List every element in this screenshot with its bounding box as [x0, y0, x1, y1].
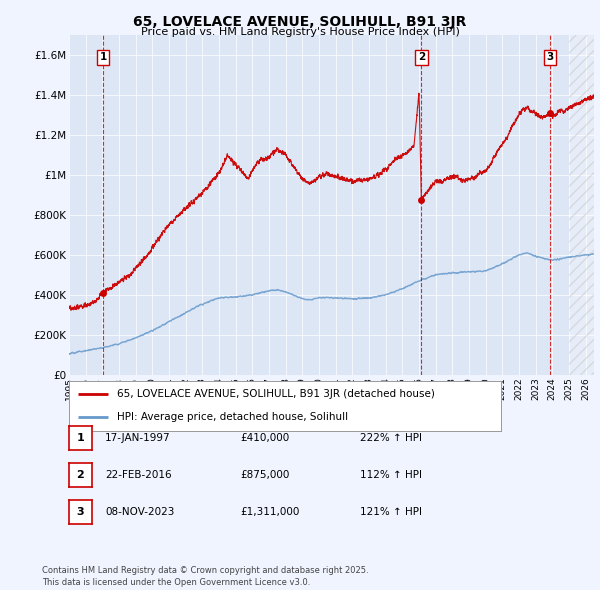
Text: HPI: Average price, detached house, Solihull: HPI: Average price, detached house, Soli…	[116, 412, 347, 422]
Text: 08-NOV-2023: 08-NOV-2023	[105, 507, 175, 517]
Text: £410,000: £410,000	[240, 433, 289, 442]
Text: 222% ↑ HPI: 222% ↑ HPI	[360, 433, 422, 442]
Text: 17-JAN-1997: 17-JAN-1997	[105, 433, 170, 442]
Text: £1,311,000: £1,311,000	[240, 507, 299, 517]
Text: 1: 1	[77, 433, 84, 442]
Text: 3: 3	[546, 53, 553, 63]
Text: Price paid vs. HM Land Registry's House Price Index (HPI): Price paid vs. HM Land Registry's House …	[140, 27, 460, 37]
Text: £875,000: £875,000	[240, 470, 289, 480]
Text: 22-FEB-2016: 22-FEB-2016	[105, 470, 172, 480]
Text: 1: 1	[100, 53, 107, 63]
Text: 65, LOVELACE AVENUE, SOLIHULL, B91 3JR: 65, LOVELACE AVENUE, SOLIHULL, B91 3JR	[133, 15, 467, 29]
Bar	[569, 35, 594, 375]
Text: 3: 3	[77, 507, 84, 517]
Text: 2: 2	[77, 470, 84, 480]
Text: Contains HM Land Registry data © Crown copyright and database right 2025.
This d: Contains HM Land Registry data © Crown c…	[42, 566, 368, 587]
Text: 2: 2	[418, 53, 425, 63]
Text: 112% ↑ HPI: 112% ↑ HPI	[360, 470, 422, 480]
Text: 65, LOVELACE AVENUE, SOLIHULL, B91 3JR (detached house): 65, LOVELACE AVENUE, SOLIHULL, B91 3JR (…	[116, 389, 434, 399]
Text: 121% ↑ HPI: 121% ↑ HPI	[360, 507, 422, 517]
